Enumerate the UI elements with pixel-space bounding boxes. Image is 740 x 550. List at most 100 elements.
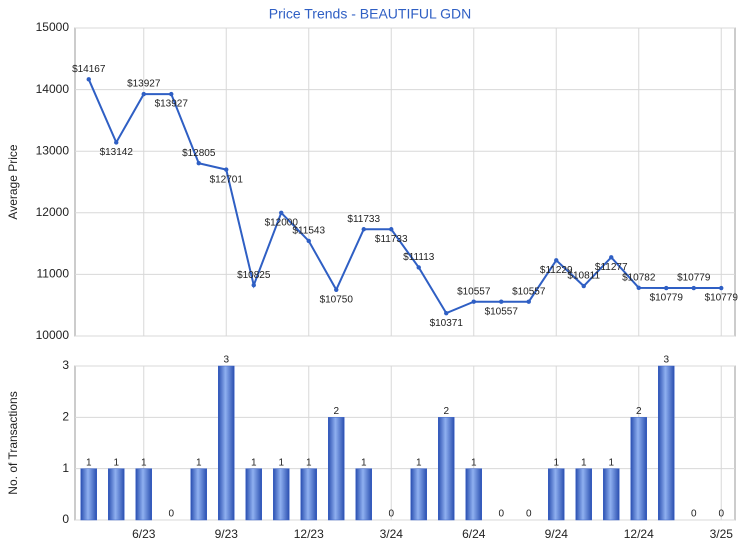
y-tick-label: 15000 <box>36 20 70 34</box>
bar <box>80 468 97 521</box>
point <box>526 299 531 304</box>
data-label: $11733 <box>375 234 408 245</box>
data-label: $10779 <box>677 273 711 284</box>
bar <box>438 417 455 521</box>
bar <box>190 468 207 521</box>
data-label: 0 <box>718 509 724 520</box>
y-tick-label: 0 <box>62 512 69 526</box>
x-tick-label: 12/24 <box>624 527 654 541</box>
point <box>581 283 586 289</box>
data-label: $12701 <box>210 174 244 185</box>
point <box>114 140 119 145</box>
data-label: $10779 <box>705 293 739 304</box>
bar <box>108 468 125 521</box>
y-tick-label: 3 <box>62 358 69 372</box>
point <box>609 255 614 260</box>
point <box>196 161 201 166</box>
data-label: $11733 <box>347 214 380 225</box>
y-tick-label: 12000 <box>36 205 70 219</box>
plot-area <box>74 27 736 337</box>
data-label: 3 <box>223 355 229 366</box>
point <box>719 285 724 291</box>
data-label: $10825 <box>237 270 271 281</box>
plot-area <box>74 365 736 521</box>
data-label: 1 <box>471 457 477 468</box>
point <box>636 285 641 291</box>
bar <box>548 468 565 521</box>
point <box>664 285 669 291</box>
data-label: 1 <box>416 457 422 468</box>
y-axis-label: Average Price <box>6 144 20 219</box>
chart-title: Price Trends - BEAUTIFUL GDN <box>269 6 472 22</box>
bar <box>273 468 290 521</box>
point <box>416 265 421 270</box>
data-label: 3 <box>663 355 669 366</box>
data-label: $10811 <box>567 271 600 282</box>
x-tick-label: 6/23 <box>132 527 156 541</box>
point <box>691 285 696 291</box>
point <box>361 227 366 232</box>
point <box>389 227 394 232</box>
data-label: 0 <box>498 509 504 520</box>
data-label: $12805 <box>182 148 216 159</box>
data-label: 0 <box>691 509 697 520</box>
point <box>444 310 449 316</box>
data-label: $14167 <box>72 64 106 75</box>
x-tick-label: 3/24 <box>380 527 404 541</box>
y-tick-label: 14000 <box>36 82 70 96</box>
bar <box>218 365 235 521</box>
data-label: $11543 <box>292 226 325 237</box>
bar <box>658 365 675 521</box>
y-tick-label: 11000 <box>37 267 70 281</box>
data-label: $13927 <box>155 99 189 110</box>
data-label: 1 <box>196 457 202 468</box>
data-label: 1 <box>113 457 119 468</box>
data-label: $10371 <box>430 318 464 329</box>
bar <box>135 468 152 521</box>
point <box>554 258 559 263</box>
bar <box>245 468 262 521</box>
data-label: $10782 <box>622 272 656 283</box>
bar <box>630 417 647 521</box>
point <box>224 167 229 172</box>
data-label: 1 <box>86 457 92 468</box>
point <box>471 299 476 304</box>
bar <box>300 468 317 521</box>
y-tick-label: 13000 <box>36 143 70 157</box>
data-label: $10750 <box>320 294 354 305</box>
data-label: $10557 <box>512 286 546 297</box>
point <box>499 299 504 304</box>
y-tick-label: 1 <box>62 461 69 475</box>
x-tick-label: 12/23 <box>294 527 324 541</box>
data-label: 1 <box>553 457 559 468</box>
data-label: $13142 <box>100 147 134 158</box>
point <box>86 77 91 82</box>
data-label: $13927 <box>127 79 161 90</box>
point <box>334 287 339 292</box>
point <box>306 238 311 244</box>
bar <box>603 468 620 521</box>
point <box>141 91 146 97</box>
y-tick-label: 10000 <box>36 328 70 342</box>
bar <box>328 417 345 521</box>
data-label: $11229 <box>540 265 573 276</box>
data-label: $11113 <box>403 252 435 263</box>
y-tick-label: 2 <box>62 410 69 424</box>
data-label: 2 <box>333 406 339 417</box>
data-label: $10779 <box>650 293 684 304</box>
data-label: $11277 <box>595 262 628 273</box>
data-label: 1 <box>278 457 284 468</box>
data-label: 2 <box>443 406 449 417</box>
bar <box>465 468 482 521</box>
data-label: 1 <box>608 457 614 468</box>
data-label: 1 <box>251 457 257 468</box>
y-axis-label: No. of Transactions <box>6 391 20 494</box>
point <box>169 91 174 97</box>
data-label: 1 <box>361 457 367 468</box>
data-label: $10557 <box>485 306 519 317</box>
bar <box>355 468 372 521</box>
point <box>251 282 256 288</box>
data-label: 1 <box>306 457 312 468</box>
data-label: $10557 <box>457 286 491 297</box>
